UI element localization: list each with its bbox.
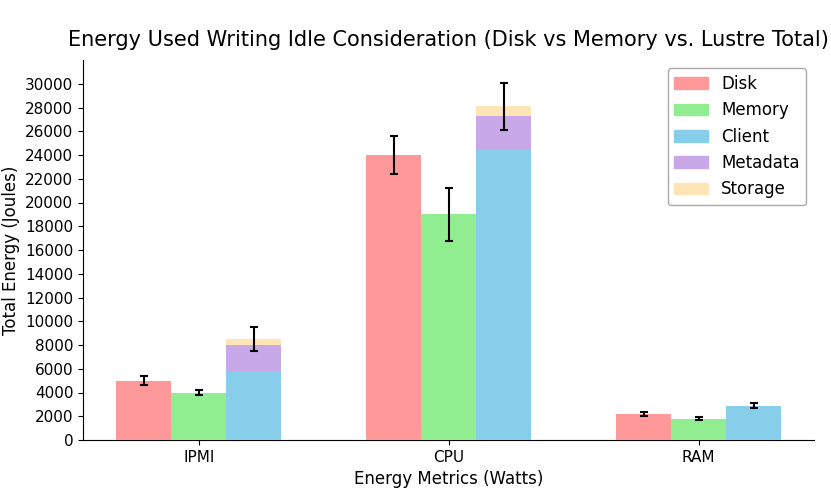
Bar xyxy=(226,371,281,440)
Bar xyxy=(116,380,171,440)
Bar xyxy=(226,345,281,371)
Legend: Disk, Memory, Client, Metadata, Storage: Disk, Memory, Client, Metadata, Storage xyxy=(667,68,806,205)
X-axis label: Energy Metrics (Watts): Energy Metrics (Watts) xyxy=(354,470,543,488)
Bar xyxy=(476,116,531,149)
Title: Energy Used Writing Idle Consideration (Disk vs Memory vs. Lustre Total): Energy Used Writing Idle Consideration (… xyxy=(68,30,829,50)
Y-axis label: Total Energy (Joules): Total Energy (Joules) xyxy=(2,166,20,334)
Bar xyxy=(476,149,531,440)
Bar xyxy=(366,155,421,440)
Bar xyxy=(617,414,671,440)
Bar xyxy=(671,418,726,440)
Bar xyxy=(421,214,476,440)
Bar xyxy=(476,106,531,116)
Bar xyxy=(726,406,781,440)
Bar xyxy=(171,392,226,440)
Bar xyxy=(226,339,281,345)
